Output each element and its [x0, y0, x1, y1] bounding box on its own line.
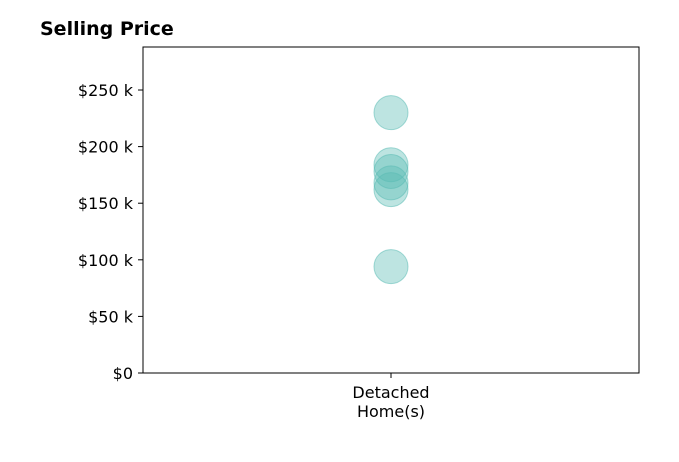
x-tick-label: Home(s) [357, 402, 425, 421]
data-point [373, 95, 409, 131]
data-points [373, 95, 409, 285]
data-point [373, 154, 409, 190]
y-tick-label: $100 k [78, 251, 134, 270]
y-axis: $0 $50 k $100 k $150 k $200 k $250 k [78, 81, 143, 383]
y-tick-label: $250 k [78, 81, 134, 100]
y-tick-label: $150 k [78, 194, 134, 213]
x-tick-label: Detached [352, 383, 429, 402]
y-tick-label: $50 k [88, 307, 134, 326]
chart-title: Selling Price [40, 18, 174, 40]
data-point [373, 249, 409, 285]
y-tick-label: $200 k [78, 138, 134, 157]
y-tick-label: $0 [113, 364, 133, 383]
data-point [373, 172, 409, 208]
